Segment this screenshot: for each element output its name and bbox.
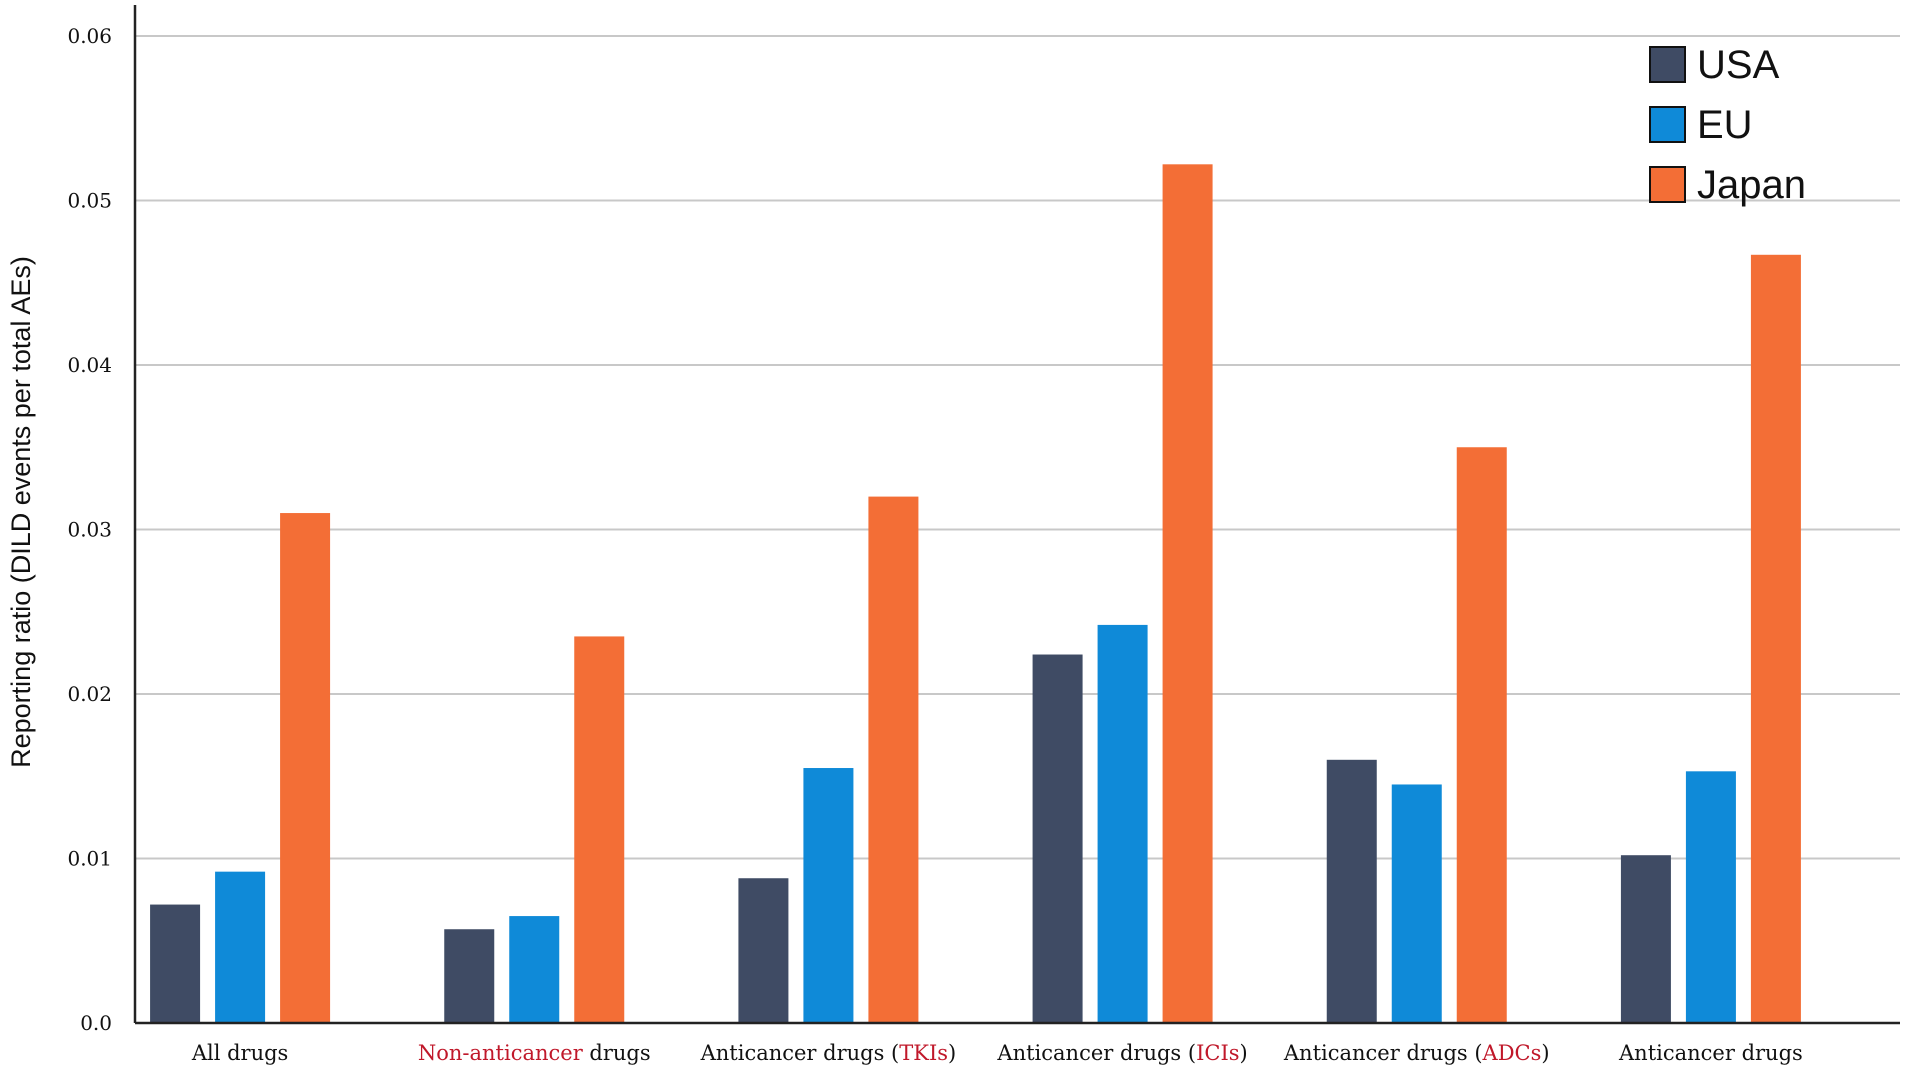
gridlines (135, 35, 1900, 860)
y-axis-label: Reporting ratio (DILD events per total A… (6, 256, 36, 768)
bar-japan-4 (1456, 447, 1507, 1023)
x-category-label: Anticancer drugs (TKIs) (700, 1041, 957, 1065)
y-tick-labels: 0.0 0.01 0.02 0.03 0.04 0.05 0.06 (67, 24, 112, 1035)
bar-japan-5 (1750, 254, 1801, 1023)
bar-usa-0 (150, 904, 201, 1023)
legend-swatch-usa (1649, 46, 1686, 83)
y-tick-label: 0.02 (67, 682, 112, 706)
bar-eu-4 (1391, 784, 1442, 1023)
y-tick-label: 0.03 (67, 518, 112, 542)
legend-label-usa: USA (1697, 43, 1780, 87)
bar-usa-1 (444, 929, 495, 1023)
x-category-label: All drugs (191, 1041, 289, 1065)
legend-swatch-eu (1649, 106, 1686, 143)
x-category-label: Anticancer drugs (1618, 1041, 1803, 1065)
y-tick-label: 0.04 (67, 353, 112, 377)
legend-label-japan: Japan (1697, 163, 1806, 207)
y-tick-label: 0.06 (67, 24, 112, 48)
bar-japan-0 (280, 513, 331, 1023)
bar-japan-1 (574, 636, 625, 1023)
bar-eu-1 (509, 916, 560, 1023)
legend-swatch-japan (1649, 166, 1686, 203)
y-tick-label: 0.0 (80, 1011, 112, 1035)
bar-japan-3 (1162, 164, 1213, 1023)
legend-label-eu: EU (1697, 103, 1753, 147)
bar-usa-2 (738, 878, 789, 1023)
bar-usa-4 (1326, 759, 1377, 1023)
category-labels: All drugs Non-anticancer drugs Anticancer … (191, 1041, 1803, 1065)
x-category-label: Non-anticancer drugs (418, 1041, 651, 1065)
bar-eu-3 (1097, 624, 1148, 1023)
bar-usa-5 (1620, 855, 1671, 1023)
y-tick-label: 0.05 (67, 189, 112, 213)
bar-japan-2 (868, 496, 919, 1024)
bars (150, 164, 1801, 1024)
bar-eu-5 (1685, 771, 1736, 1023)
bar-eu-0 (215, 871, 266, 1023)
y-tick-label: 0.01 (67, 847, 112, 871)
legend: USA EU Japan (1649, 43, 1806, 207)
x-category-label: Anticancer drugs (ICIs) (996, 1041, 1247, 1065)
bar-eu-2 (803, 768, 854, 1023)
x-category-label: Anticancer drugs (ADCs) (1283, 1041, 1550, 1065)
bar-usa-3 (1032, 654, 1083, 1023)
